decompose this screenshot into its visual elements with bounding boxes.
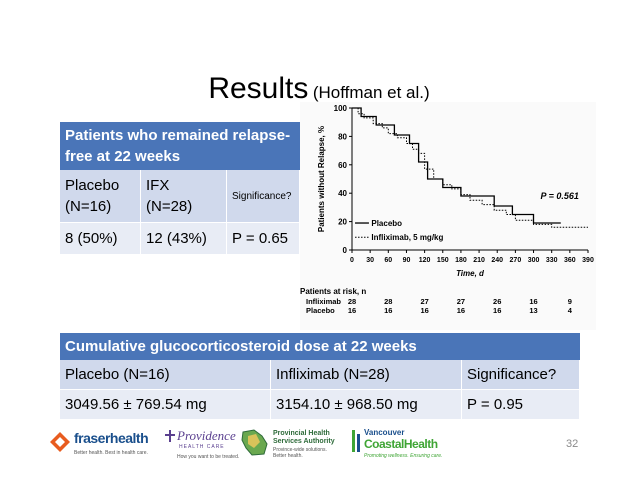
col-ifx-n: (N=28) [146,198,193,215]
vch-name-line1: Vancouver [364,428,405,437]
chart-axes [349,107,589,253]
providence-name: Providence [177,428,236,443]
x-axis-label: Time, d [456,269,485,278]
x-tick-label: 240 [491,257,503,264]
risk-value: 13 [529,306,537,315]
providence-tagline: How you want to be treated. [177,454,240,460]
cell-significance-header: Significance? [461,360,580,390]
p-value-annotation: P = 0.561 [540,191,578,201]
x-tick-label: 150 [437,257,449,264]
chart-background [300,102,596,330]
y-axis-label: Patients without Relapse, % [317,126,326,232]
table-row: Placebo (N=16) IFX (N=28) Significance? [60,170,300,223]
cell-placebo-header: Placebo (N=16) [60,360,271,390]
vch-name-line2: CoastalHealth [364,437,438,451]
vch-logo: Vancouver CoastalHealth Promoting wellne… [352,428,452,468]
risk-value: 26 [493,297,501,306]
providence-cross-icon [165,430,175,442]
table-header-row: Patients who remained relapse-free at 22… [60,122,300,170]
x-tick-label: 210 [473,257,485,264]
kaplan-meier-chart: 0 20 40 60 80 100 0 30 60 90 120 150 180 210 240 270 300… [300,102,596,330]
risk-value: 16 [348,306,356,315]
phsa-logo: Provincial Health Services Authority Pro… [240,428,340,468]
col-placebo-label: Placebo [65,177,120,194]
y-tick-label: 0 [343,246,348,255]
table-row: Placebo (N=16) Infliximab (N=28) Signifi… [60,360,580,390]
fraserhealth-logo: fraserhealth Better health. Best in heal… [48,428,158,468]
page-number: 32 [566,438,579,450]
x-tick-label: 390 [582,257,594,264]
legend-label-placebo: Placebo [371,219,402,228]
table-header: Cumulative glucocorticosteroid dose at 2… [60,333,580,360]
risk-value: 16 [384,306,392,315]
providence-sub: HEALTH CARE [179,444,225,450]
phsa-tagline-2: Better health. [273,453,303,459]
cell-infliximab-dose: 3154.10 ± 968.50 mg [270,389,462,419]
table-row: 3049.56 ± 769.54 mg 3154.10 ± 968.50 mg … [60,389,580,419]
y-tick-label: 40 [338,189,347,198]
fraserhealth-mark-icon [50,432,70,452]
phsa-name-line2: Services Authority [273,438,335,445]
x-tick-label: 90 [403,257,411,264]
chart-labels: 0 20 40 60 80 100 0 30 60 90 120 150 180 210 240 270 300… [300,104,594,315]
risk-value: 9 [568,297,572,306]
table-header-row: Cumulative glucocorticosteroid dose at 2… [60,333,580,360]
bc-map-icon [241,429,268,456]
col-significance: Significance? [226,170,300,223]
risk-value: 27 [420,297,428,306]
x-tick-label: 120 [419,257,431,264]
col-placebo-n: (N=16) [65,198,112,215]
slide-title: Results [208,72,309,105]
cell-placebo-dose: 3049.56 ± 769.54 mg [60,389,271,419]
x-tick-label: 30 [366,257,374,264]
risk-value: 27 [457,297,465,306]
fraserhealth-tagline: Better health. Best in health care. [74,450,148,456]
cell-infliximab-header: Infliximab (N=28) [270,360,462,390]
fraserhealth-name: fraserhealth [74,430,149,446]
risk-value: 28 [348,297,356,306]
risk-row-label: Placebo [306,306,335,315]
risk-value: 4 [568,306,573,315]
phsa-tagline-1: Province-wide solutions. [273,447,327,453]
risk-row-label: Infliximab [306,297,341,306]
y-tick-label: 60 [338,161,347,170]
y-tick-label: 100 [334,104,348,113]
cell-ifx: 12 (43%) [140,222,227,254]
cell-significance: P = 0.95 [461,389,580,419]
table-header: Patients who remained relapse-free at 22… [60,122,300,170]
risk-value: 16 [529,297,537,306]
legend-label-infliximab: Infliximab, 5 mg/kg [371,233,443,242]
risk-value: 16 [493,306,501,315]
col-placebo: Placebo (N=16) [60,170,141,223]
chart-series [352,107,588,238]
providence-logo: Providence HEALTH CARE How you want to b… [165,426,239,466]
cell-placebo: 8 (50%) [60,222,141,254]
col-ifx: IFX (N=28) [140,170,227,223]
table-row: 8 (50%) 12 (43%) P = 0.65 [60,222,300,254]
x-tick-label: 300 [528,257,540,264]
x-tick-label: 180 [455,257,467,264]
cell-significance: P = 0.65 [226,222,300,254]
x-tick-label: 0 [350,257,354,264]
phsa-name-line1: Provincial Health [273,430,330,437]
x-tick-label: 330 [546,257,558,264]
x-tick-label: 360 [564,257,576,264]
slide-subtitle: (Hoffman et al.) [312,83,430,102]
risk-value: 16 [457,306,465,315]
vch-tagline: Promoting wellness. Ensuring care. [364,453,443,459]
col-ifx-label: IFX [146,177,170,194]
risk-value: 28 [384,297,392,306]
x-tick-label: 60 [384,257,392,264]
y-tick-label: 20 [338,218,347,227]
risk-table-title: Patients at risk, n [300,287,366,296]
relapse-free-table: Patients who remained relapse-free at 22… [60,122,300,254]
series-line-infliximab [352,107,588,228]
vch-bar-icon [352,430,360,452]
x-tick-label: 270 [510,257,522,264]
risk-value: 16 [420,306,428,315]
glucocorticosteroid-table: Cumulative glucocorticosteroid dose at 2… [60,333,580,419]
y-tick-label: 80 [338,132,347,141]
slide-title-block: Results (Hoffman et al.) [0,72,638,106]
footer-logos: fraserhealth Better health. Best in heal… [0,420,638,493]
